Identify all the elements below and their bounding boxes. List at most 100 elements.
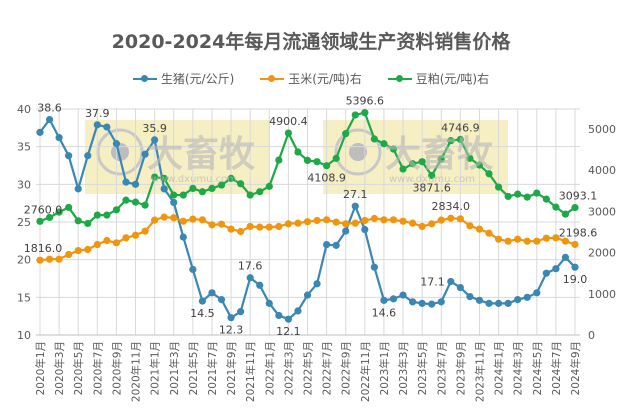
data-point (237, 180, 245, 188)
data-point (533, 289, 541, 297)
data-point (514, 295, 522, 304)
data-point (351, 202, 359, 210)
data-point (370, 135, 378, 143)
legend-label: 玉米(元/吨)右 (288, 72, 362, 86)
data-point (504, 299, 512, 307)
y-left-tick-label: 10 (17, 329, 31, 342)
data-point (475, 296, 484, 304)
data-point (84, 152, 92, 160)
data-point (256, 281, 264, 289)
data-point (84, 219, 92, 228)
data-point (342, 227, 350, 235)
data-point (552, 203, 560, 211)
data-point (103, 236, 111, 245)
data-point (160, 174, 168, 182)
x-tick-label: 2023年1月 (378, 341, 391, 395)
data-point (485, 170, 493, 178)
data-point (380, 296, 388, 304)
data-point (141, 150, 149, 158)
data-label: 4746.9 (441, 121, 480, 134)
data-point (112, 239, 121, 247)
watermark-brand: 大畜牧 (385, 134, 494, 175)
data-point (542, 234, 550, 242)
data-label: 2834.0 (432, 200, 471, 213)
data-point (542, 195, 550, 203)
data-label: 4900.4 (269, 115, 308, 128)
x-tick-label: 2024年7月 (550, 341, 563, 395)
y-right-tick-label: 5000 (588, 123, 616, 136)
data-point (170, 214, 178, 222)
y-right-tick-label: 2000 (588, 247, 616, 260)
data-point (45, 213, 54, 222)
data-point (571, 203, 579, 212)
data-point (227, 225, 235, 233)
data-point (93, 121, 101, 129)
data-point (198, 297, 207, 305)
data-point (256, 188, 264, 196)
data-point (237, 227, 245, 236)
data-point (361, 109, 369, 117)
data-label: 35.9 (142, 122, 167, 135)
data-point (456, 215, 464, 223)
x-tick-label: 2024年9月 (569, 341, 582, 395)
watermark-url: www.dxumu.com (151, 174, 237, 185)
data-point (323, 241, 331, 249)
data-point (485, 299, 493, 307)
data-point (294, 219, 302, 227)
legend-marker-icon (387, 74, 412, 82)
data-point (265, 299, 273, 307)
data-point (313, 280, 321, 288)
data-point (45, 255, 54, 263)
data-point (514, 190, 522, 198)
data-point (561, 237, 570, 245)
legend-item-pig: 生猪(元/公斤) (132, 70, 234, 87)
data-point (447, 214, 455, 222)
x-tick-label: 2022年9月 (340, 341, 353, 395)
data-point (561, 253, 570, 262)
data-point (170, 191, 178, 199)
data-point (36, 256, 44, 264)
data-point (418, 158, 426, 166)
data-point (55, 208, 63, 216)
data-point (122, 234, 130, 242)
data-point (131, 231, 140, 239)
data-point (227, 314, 235, 322)
data-point (494, 183, 503, 191)
data-label: 14.5 (190, 307, 215, 320)
data-point (323, 216, 331, 224)
data-label: 27.1 (343, 188, 368, 201)
data-point (514, 235, 522, 243)
data-point (428, 220, 436, 228)
watermark-logo-icon (96, 128, 144, 176)
data-point (179, 217, 187, 225)
legend-item-soymeal: 豆粕(元/吨)右 (387, 70, 489, 87)
data-point (361, 225, 369, 234)
x-tick-label: 2022年3月 (282, 341, 295, 395)
data-point (552, 234, 560, 242)
data-label: 4108.9 (307, 172, 346, 185)
data-point (408, 298, 417, 306)
data-point (542, 269, 550, 277)
data-label: 5396.6 (346, 95, 385, 108)
data-label: 2760.0 (24, 203, 63, 216)
data-point (256, 223, 264, 231)
data-point (170, 198, 178, 207)
x-tick-label: 2023年5月 (416, 341, 429, 395)
data-point (45, 115, 54, 124)
data-label: 12.1 (276, 325, 301, 338)
data-point (456, 283, 464, 292)
data-point (533, 237, 541, 245)
x-tick-label: 2022年11月 (359, 341, 372, 402)
data-point (246, 222, 254, 231)
data-point (179, 191, 187, 199)
x-tick-label: 2021年7月 (206, 341, 219, 395)
data-point (533, 189, 541, 197)
data-point (112, 206, 121, 214)
data-label: 1816.0 (24, 242, 63, 255)
data-point (475, 225, 484, 233)
data-point (408, 219, 417, 227)
data-label: 37.9 (85, 107, 110, 120)
data-point (93, 211, 101, 219)
data-point (447, 277, 455, 286)
data-point (55, 134, 63, 142)
